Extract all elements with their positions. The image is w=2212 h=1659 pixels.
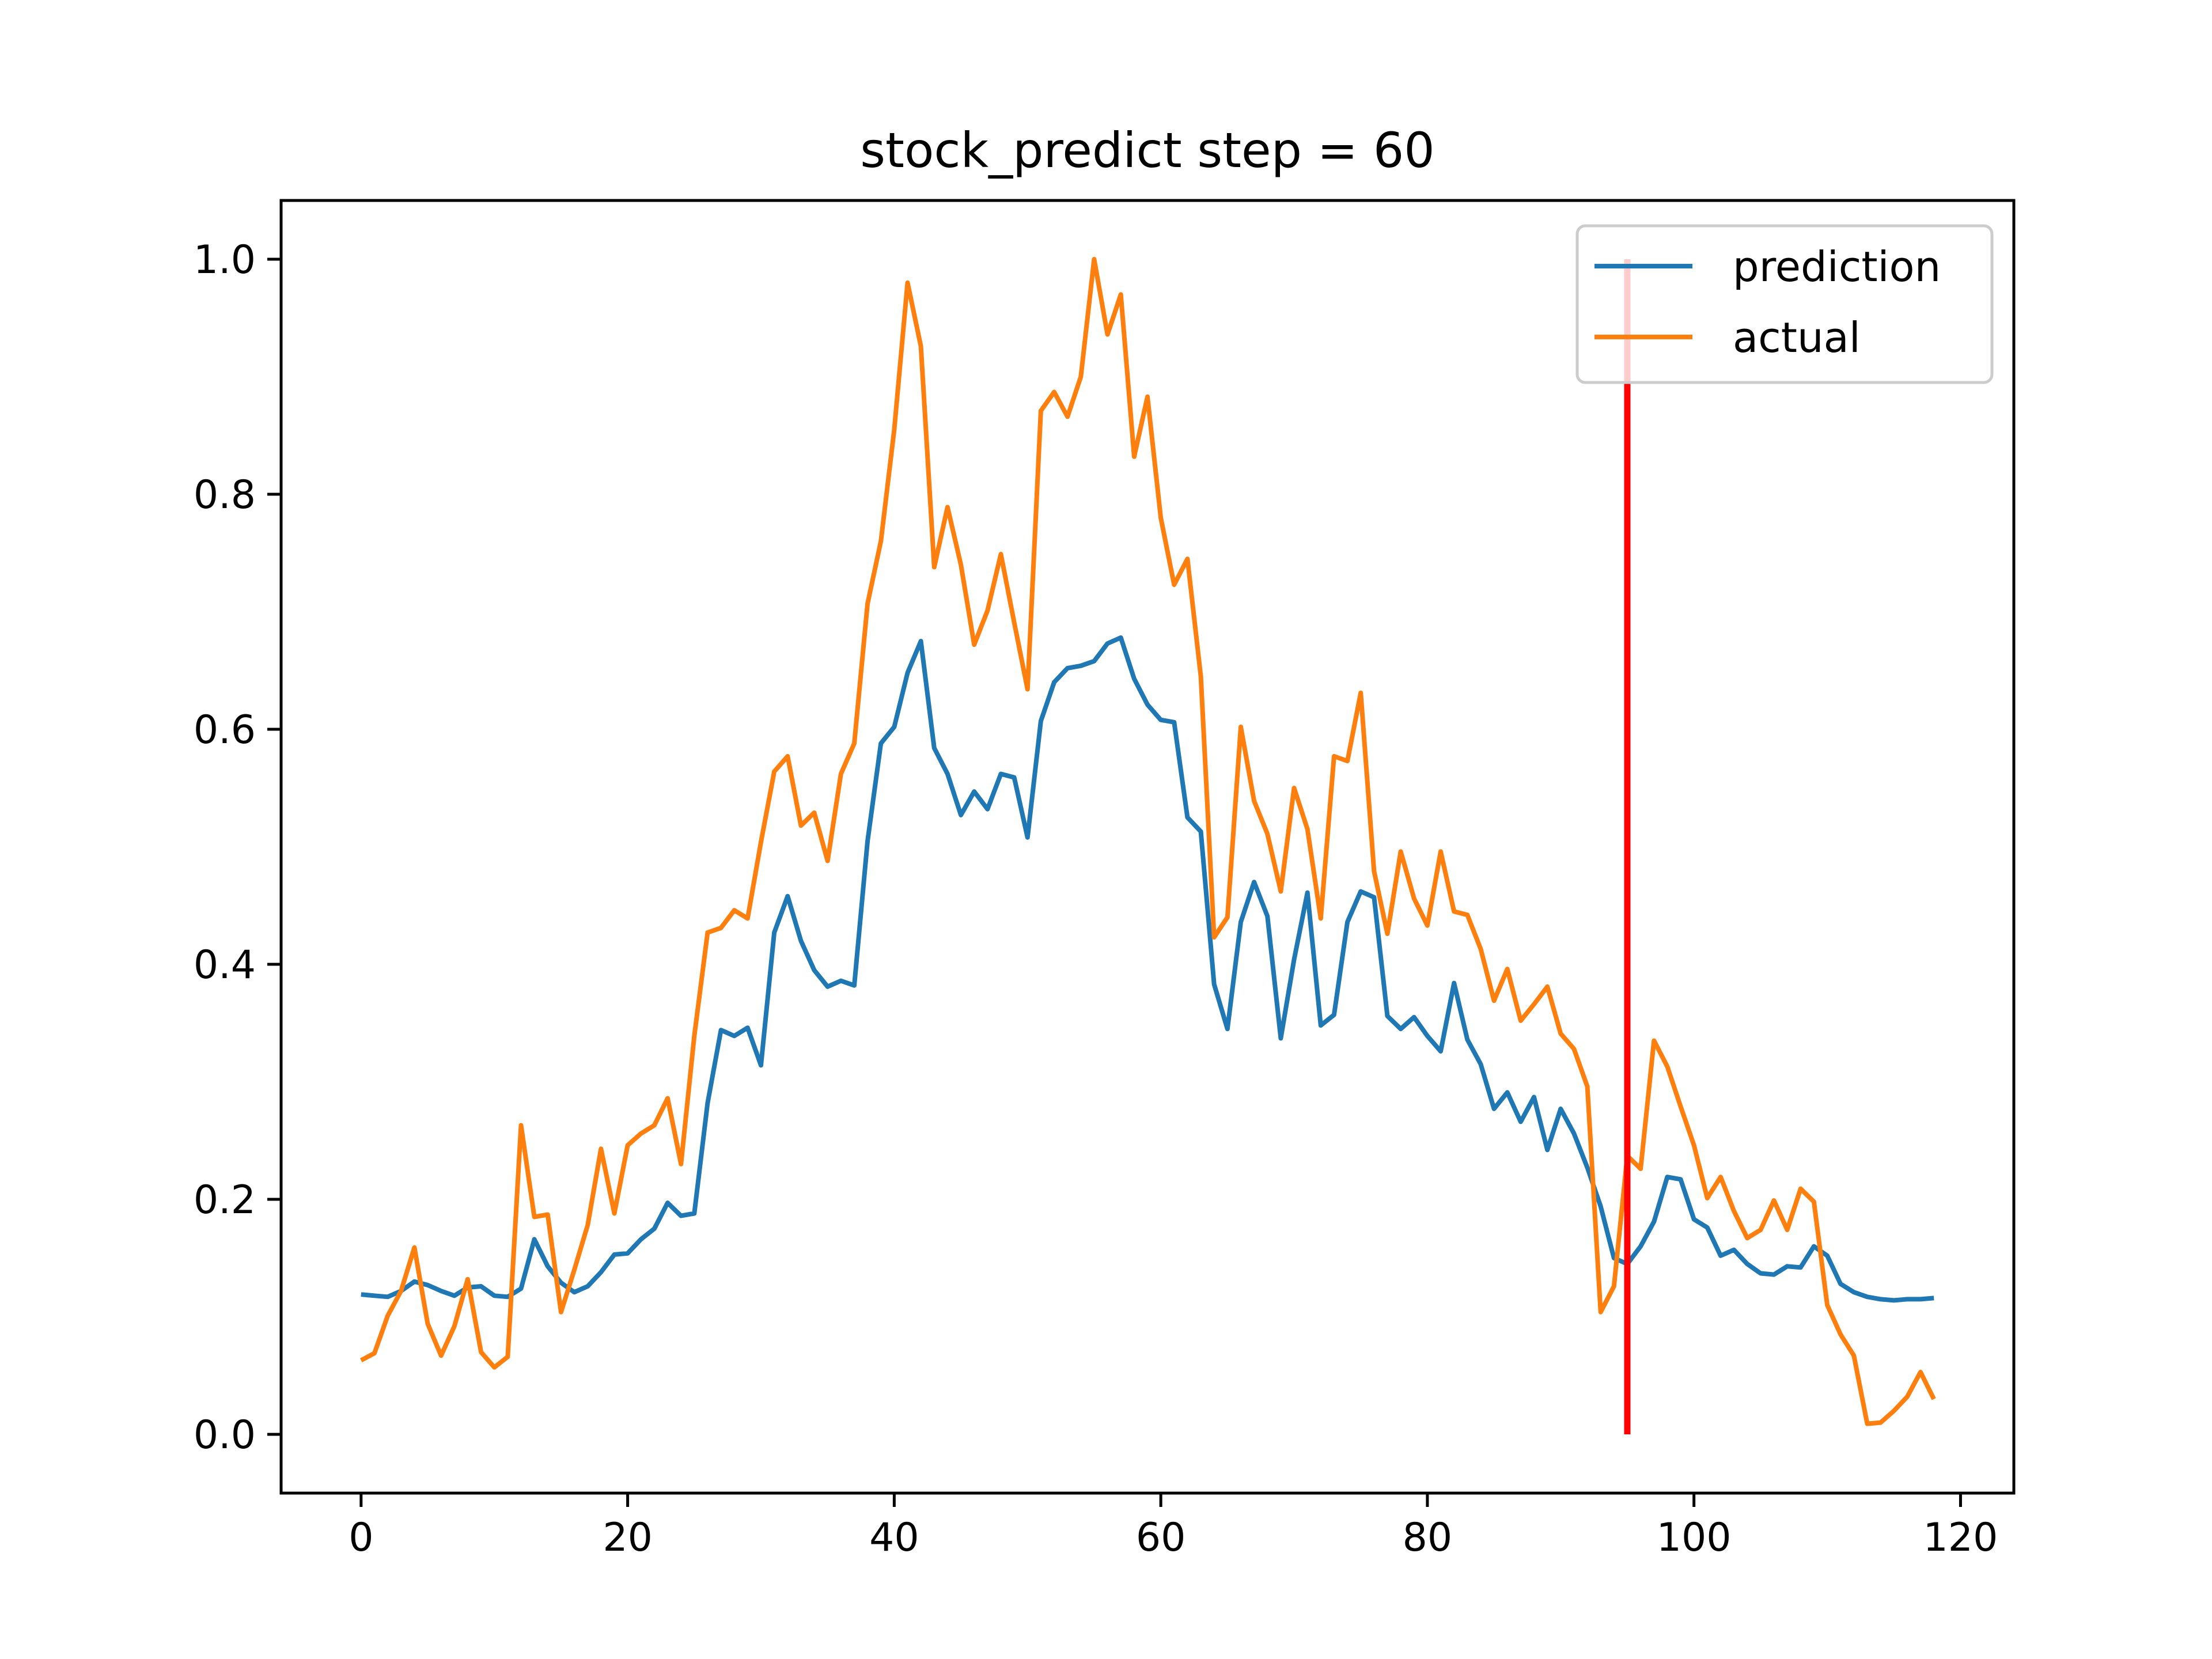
x-tick-label: 0 (349, 1515, 373, 1560)
legend-label-actual: actual (1733, 313, 1861, 362)
y-axis: 0.0 0.2 0.4 0.6 0.8 1.0 (194, 237, 281, 1458)
series-line-actual (359, 257, 1936, 1426)
x-tick-label: 80 (1403, 1515, 1453, 1560)
legend: prediction actual (1575, 224, 1994, 384)
x-tick-label: 20 (603, 1515, 653, 1560)
axes-frame (279, 199, 2016, 1495)
x-tick-label: 120 (1923, 1515, 1998, 1560)
series-line-prediction (361, 635, 1934, 1303)
y-tick-label: 0.4 (194, 942, 256, 988)
y-tick-label: 0.6 (194, 707, 256, 753)
plot-area (279, 199, 2016, 1495)
y-tick-label: 0.0 (194, 1412, 256, 1458)
y-tick-label: 1.0 (194, 237, 256, 283)
y-tick-label: 0.2 (194, 1177, 256, 1223)
chart-title: stock_predict step = 60 (860, 122, 1434, 179)
x-axis: 0 20 40 60 80 100 120 (349, 1493, 1998, 1560)
legend-label-prediction: prediction (1733, 243, 1941, 291)
y-tick-label: 0.8 (194, 472, 256, 518)
series-layer (359, 257, 1936, 1426)
x-tick-label: 60 (1136, 1515, 1186, 1560)
x-tick-label: 100 (1657, 1515, 1732, 1560)
x-tick-label: 40 (869, 1515, 919, 1560)
